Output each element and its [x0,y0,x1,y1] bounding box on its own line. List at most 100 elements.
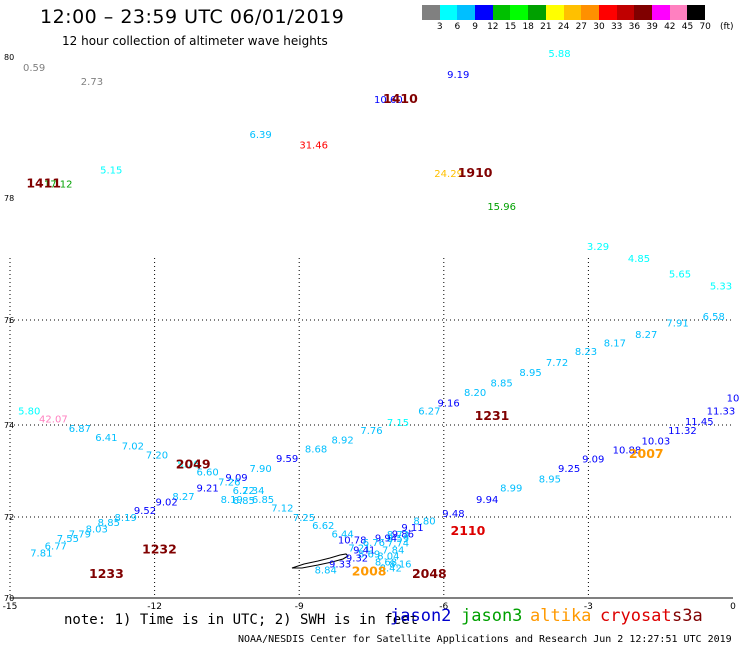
wave-height-value: 7.84 [382,545,404,556]
color-scale-legend: 3 6 9 12 15 18 21 24 27 30 33 36 39 42 45 70 (ft) [422,5,734,34]
scale-color-box [545,5,564,20]
wave-height-value: 11.45 [685,417,714,428]
wave-height-value: 15.96 [487,202,516,213]
scale-color-box [475,5,493,20]
wave-height-value: 8.85 [491,379,513,390]
scale-tick-label: 12 [487,22,499,32]
scale-color-box [492,5,511,20]
scale-color-box [598,5,617,20]
longitude-label: 0 [730,602,736,612]
wave-height-value: 10.03 [642,436,671,447]
wave-height-value: 10 [727,393,740,404]
scale-color-box [616,5,635,20]
wave-height-value: 5.80 [18,407,40,418]
wave-height-value: 0.59 [23,63,45,74]
wave-height-value: 8.04 [377,552,399,563]
wave-height-value: 7.81 [30,549,52,560]
wave-height-value: 7.55 [57,534,79,545]
scale-unit: (ft) [720,22,734,32]
wave-height-value: 17.12 [44,179,73,190]
pass-time-label: 2049 [176,457,211,472]
wave-height-value: 4.85 [628,254,650,265]
wave-height-value: 8.73 [387,530,409,541]
scale-tick-label: 39 [646,22,658,32]
scale-color-box [422,5,440,20]
wave-height-value: 9.11 [401,523,423,534]
latitude-label: 74 [4,421,14,430]
pass-time-label: 2110 [451,523,486,538]
scale-tick-label: 36 [628,22,641,32]
longitude-label: -15 [3,602,18,612]
pass-time-label: 1231 [475,408,510,423]
scale-tick-label: 18 [522,22,534,32]
wave-height-value: 3.29 [587,242,609,253]
latitude-label: 70 [4,594,14,603]
scale-color-box [687,5,705,20]
wave-height-value: 7.02 [122,441,144,452]
wave-height-value: 9.21 [196,484,218,495]
wave-height-value: 9.94 [375,533,397,544]
pass-time-label: 1232 [142,541,177,556]
scale-color-box [457,5,476,20]
wave-height-value: 9.32 [346,554,368,565]
wave-height-value: 10.88 [613,446,642,457]
wave-height-value: 6.76 [363,538,385,549]
pass-time-label: 1410 [383,91,418,106]
scale-color-box [581,5,599,20]
wave-height-value: 6.85 [252,495,274,506]
scale-tick-label: 30 [593,22,605,32]
scale-tick-label: 70 [699,22,711,32]
wave-height-value: 31.46 [299,141,328,152]
wave-height-value: 5.33 [710,282,732,293]
wave-height-value: 9.33 [329,560,351,571]
wave-height-value: 8.17 [604,338,626,349]
wave-height-value: 8.03 [86,524,108,535]
longitude-label: -12 [147,602,162,612]
wave-height-value: 8.19 [221,495,243,506]
scale-color-box [510,5,529,20]
scale-tick-label: 33 [610,22,623,32]
map-title: 12:00 – 23:59 UTC 06/01/2019 [40,6,345,28]
wave-height-value: 6.85 [233,496,255,507]
wave-height-value: 7.74 [387,539,409,550]
wave-height-value: 9.59 [276,454,298,465]
wave-height-value: 8.42 [380,564,402,575]
wave-height-value: 6.62 [312,521,334,532]
wave-height-value: 11.33 [707,407,736,418]
scale-tick-label: 15 [504,22,517,32]
scale-color-box [528,5,546,20]
wave-height-value: 7.25 [293,513,315,524]
wave-height-value: 8.85 [98,518,120,529]
wave-height-value: 9.25 [558,464,580,475]
map-grid [9,258,733,599]
wave-height-value: 7.26 [218,478,240,489]
wave-height-value: 9.02 [156,498,178,509]
scale-tick-label: 24 [557,22,570,32]
scale-color-box [634,5,652,20]
axis-labels: 80 78 76 74 72 70-15 -12 -9 -6 -3 0 [3,53,736,612]
scale-color-box [563,5,582,20]
wave-height-value: 9.16 [437,399,459,410]
latitude-label: 78 [4,194,14,203]
wave-height-value: 9.09 [582,455,604,466]
wave-height-value: 5.15 [100,165,122,176]
wave-height-value: 8.23 [575,347,597,358]
map-subtitle: 12 hour collection of altimeter wave hei… [62,34,328,48]
wave-height-value: 8.59 [387,534,409,545]
wave-height-value: 8.69 [358,550,380,561]
wave-height-value: 6.41 [95,433,117,444]
wave-height-value: 2.73 [81,77,103,88]
latitude-label: 80 [4,53,14,62]
wave-height-value: 10.78 [338,535,367,546]
wave-height-value: 42.07 [39,414,68,425]
pass-time-label: 2008 [352,564,387,579]
wave-height-value: 7.21 [348,543,370,554]
wave-height-value: 7.90 [250,464,272,475]
wave-height-value: 9.86 [392,529,414,540]
wave-height-value: 6.58 [703,312,725,323]
scale-tick-label: 6 [454,22,461,32]
wave-height-value: 6.87 [69,424,91,435]
wave-height-value: 7.20 [146,451,168,462]
wave-height-value: 7.72 [546,358,568,369]
